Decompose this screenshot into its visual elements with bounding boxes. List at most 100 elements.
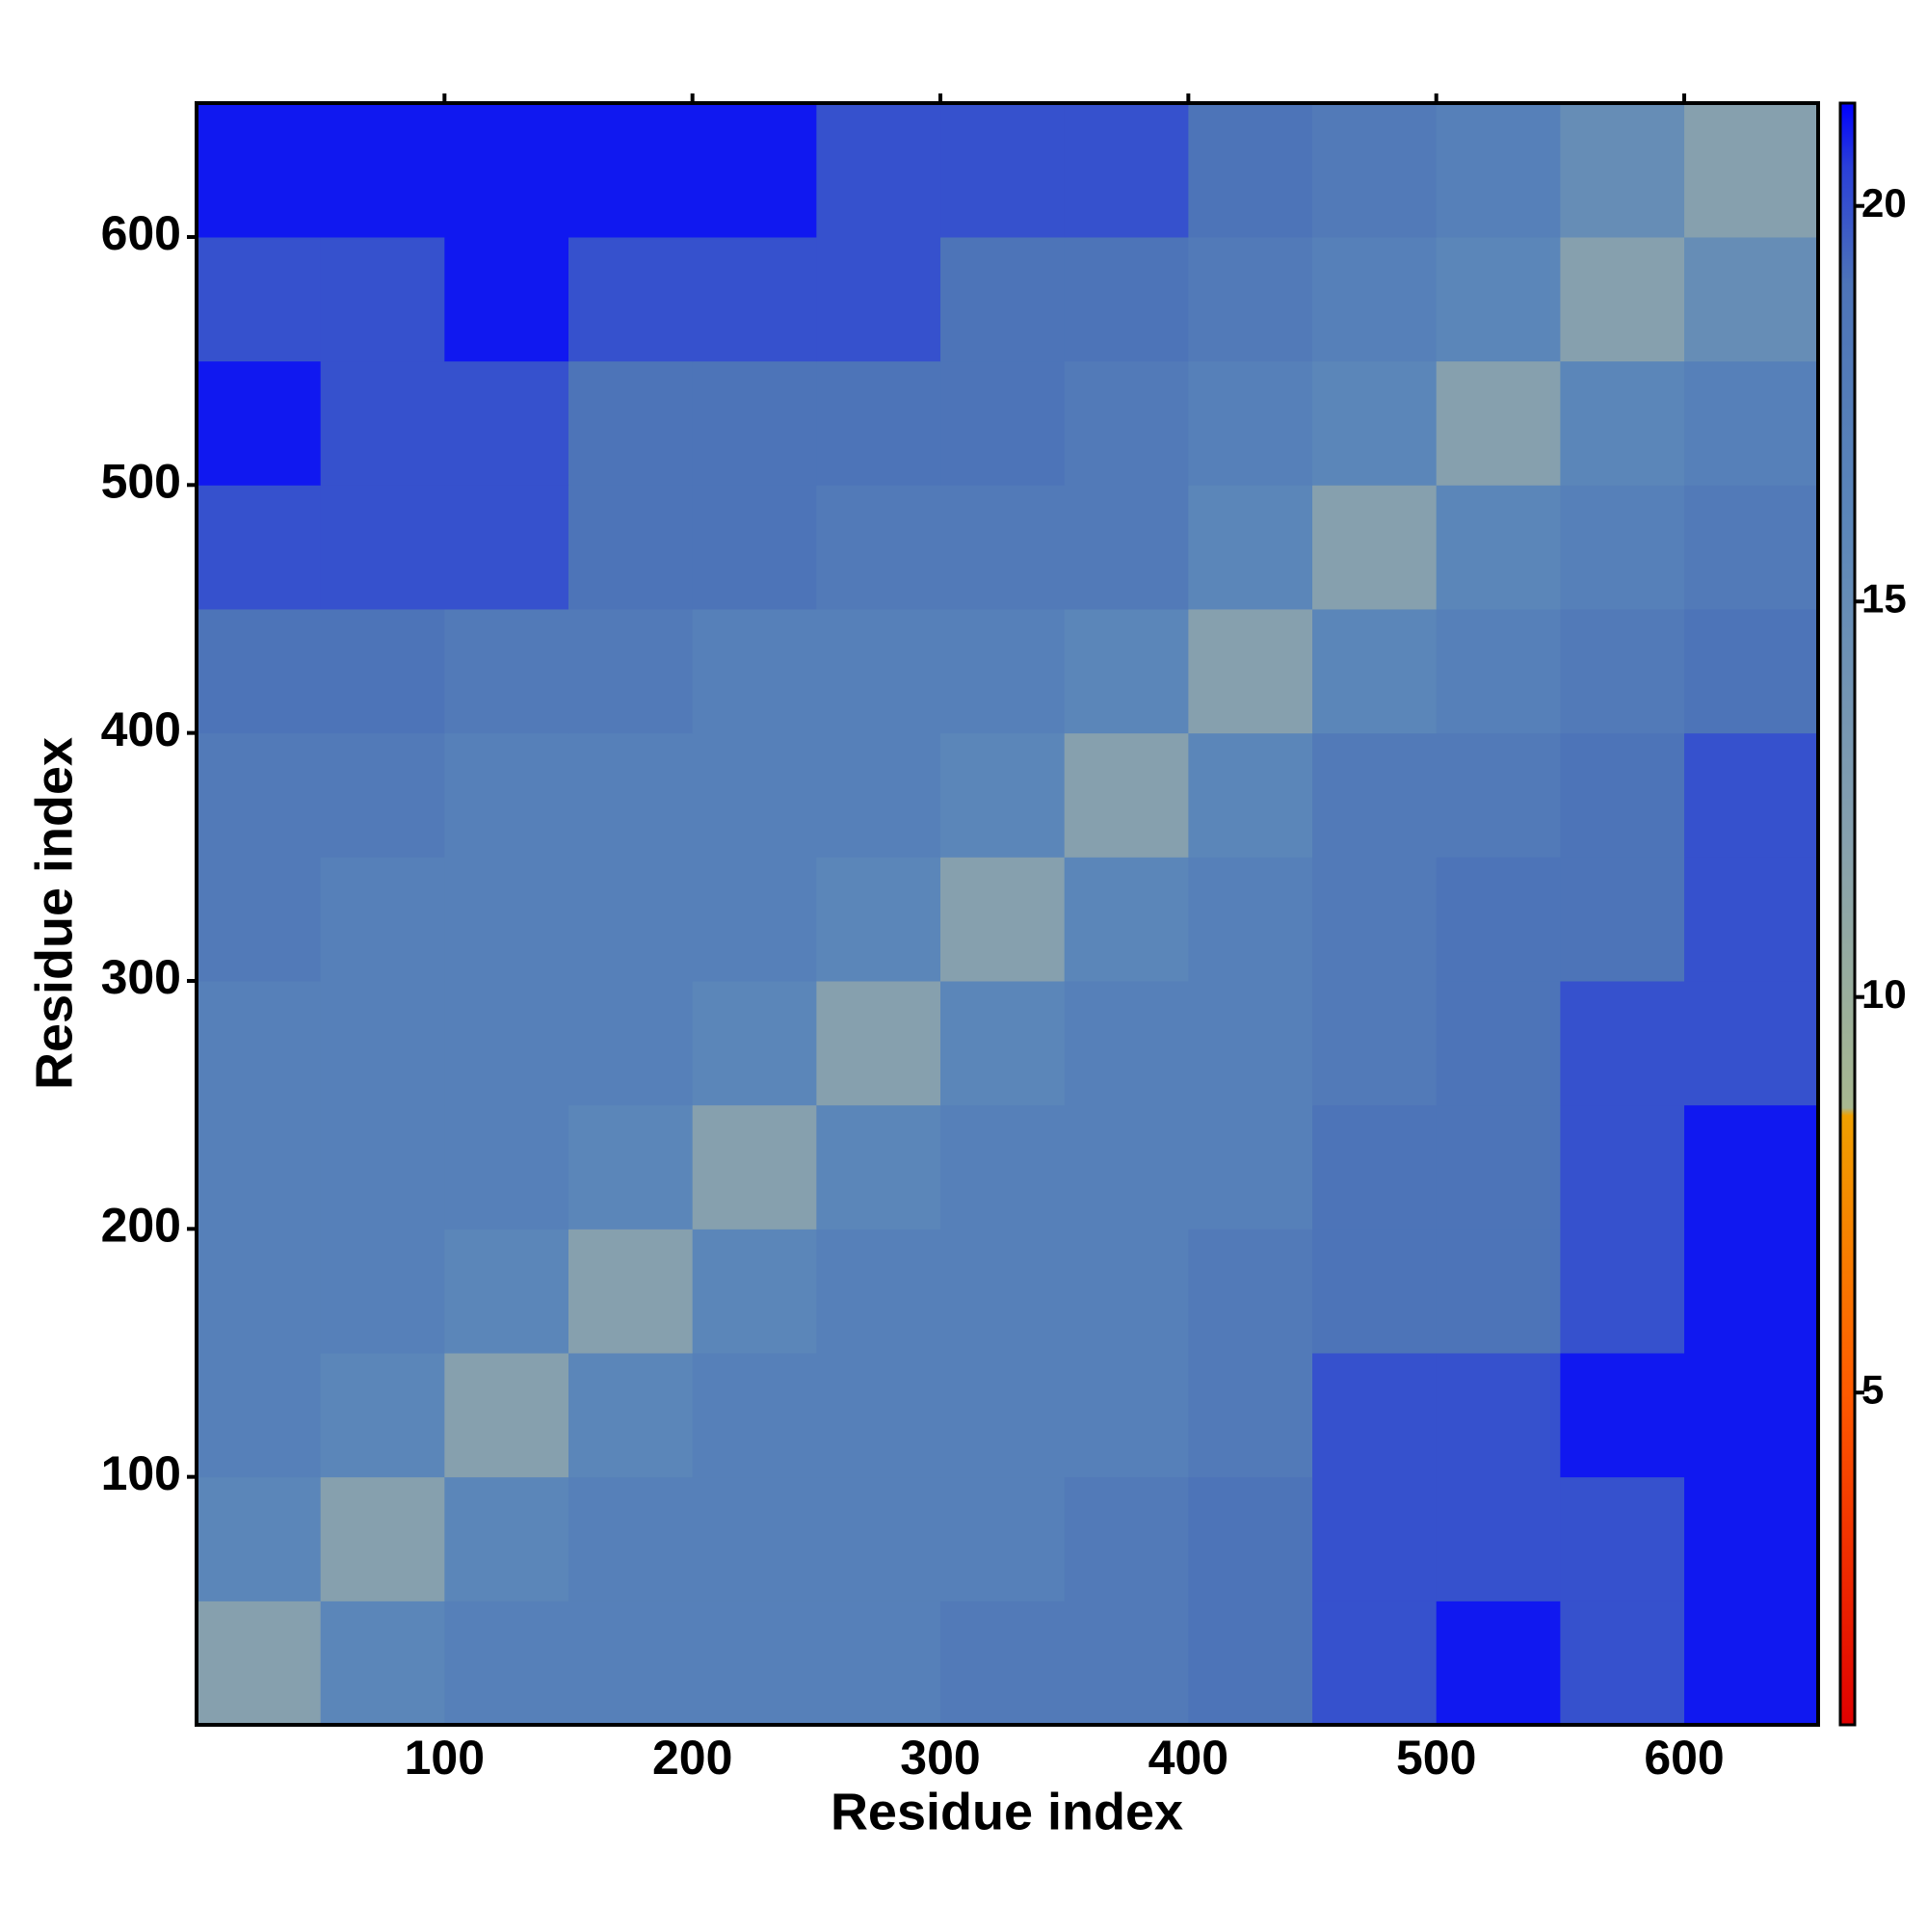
heatmap-cell — [1436, 1229, 1561, 1354]
heatmap-cell — [940, 236, 1066, 362]
heatmap-cell — [1312, 608, 1438, 734]
heatmap-cell — [1064, 485, 1189, 610]
heatmap-cell — [197, 1352, 322, 1478]
heatmap-cell — [1188, 1229, 1313, 1354]
colorbar — [1838, 101, 1857, 1727]
heatmap — [197, 103, 1819, 1726]
heatmap-cell — [692, 236, 817, 362]
heatmap-cell — [1188, 1601, 1313, 1726]
heatmap-cell — [1312, 1104, 1438, 1230]
heatmap-cell — [692, 485, 817, 610]
heatmap-cell — [568, 236, 694, 362]
y-tick-label: 300 — [101, 950, 181, 1004]
heatmap-cell — [692, 1352, 817, 1478]
heatmap-cell — [1560, 485, 1685, 610]
heatmap-cell — [320, 1601, 445, 1726]
heatmap-cell — [1312, 1352, 1438, 1478]
heatmap-cell — [1684, 103, 1819, 238]
heatmap-cell — [1188, 236, 1313, 362]
heatmap-cell — [1560, 980, 1685, 1106]
heatmap-cell — [940, 1601, 1066, 1726]
heatmap-cell — [692, 980, 817, 1106]
heatmap-cell — [1312, 1601, 1438, 1726]
plot-frame — [195, 101, 1820, 1727]
heatmap-cell — [816, 485, 941, 610]
heatmap-cell — [816, 1104, 941, 1230]
heatmap-cell — [568, 857, 694, 982]
heatmap-cell — [197, 1229, 322, 1354]
heatmap-cell — [444, 1601, 569, 1726]
heatmap-cell — [1684, 236, 1819, 362]
x-axis-title: Residue index — [831, 1783, 1183, 1840]
heatmap-cell — [692, 732, 817, 858]
heatmap-cell — [1436, 857, 1561, 982]
heatmap-cell — [568, 608, 694, 734]
heatmap-cell — [444, 360, 569, 486]
x-tick-label: 600 — [1644, 1731, 1724, 1785]
heatmap-cell — [1064, 360, 1189, 486]
heatmap-cell — [568, 732, 694, 858]
heatmap-cell — [1684, 608, 1819, 734]
heatmap-cell — [692, 1601, 817, 1726]
heatmap-cell — [940, 1352, 1066, 1478]
heatmap-cell — [816, 1601, 941, 1726]
heatmap-cell — [940, 103, 1066, 238]
heatmap-cell — [1560, 1352, 1685, 1478]
heatmap-cell — [1312, 732, 1438, 858]
heatmap-cell — [197, 1476, 322, 1601]
heatmap-cell — [197, 485, 322, 610]
heatmap-cell — [1312, 485, 1438, 610]
heatmap-cell — [1188, 485, 1313, 610]
heatmap-cell — [940, 1476, 1066, 1601]
heatmap-cell — [692, 857, 817, 982]
heatmap-cell — [1436, 980, 1561, 1106]
heatmap-cell — [1684, 980, 1819, 1106]
heatmap-cell — [816, 103, 941, 238]
heatmap-cell — [1560, 1229, 1685, 1354]
heatmap-cell — [444, 857, 569, 982]
heatmap-cell — [1560, 1601, 1685, 1726]
heatmap-cell — [816, 732, 941, 858]
heatmap-cell — [1436, 236, 1561, 362]
heatmap-cell — [568, 103, 694, 238]
heatmap-cell — [197, 1104, 322, 1230]
heatmap-cell — [1560, 236, 1685, 362]
y-tick-label: 200 — [101, 1199, 181, 1253]
heatmap-cell — [568, 1229, 694, 1354]
heatmap-cell — [816, 236, 941, 362]
heatmap-cell — [444, 732, 569, 858]
heatmap-cell — [568, 1352, 694, 1478]
heatmap-cell — [1064, 1476, 1189, 1601]
y-tick-label: 400 — [101, 702, 181, 756]
heatmap-cell — [940, 360, 1066, 486]
heatmap-cell — [1312, 236, 1438, 362]
heatmap-cell — [940, 485, 1066, 610]
heatmap-cell — [568, 485, 694, 610]
heatmap-cell — [1436, 485, 1561, 610]
heatmap-cell — [197, 360, 322, 486]
heatmap-cell — [1560, 732, 1685, 858]
heatmap-cell — [444, 485, 569, 610]
heatmap-cell — [692, 103, 817, 238]
heatmap-cell — [1436, 732, 1561, 858]
heatmap-cell — [1064, 1352, 1189, 1478]
colorbar-tick-label: 10 — [1861, 971, 1907, 1017]
heatmap-cell — [1684, 1352, 1819, 1478]
heatmap-cell — [692, 360, 817, 486]
heatmap-cell — [1436, 360, 1561, 486]
heatmap-cell — [197, 732, 322, 858]
heatmap-cell — [1188, 608, 1313, 734]
heatmap-cell — [1312, 1476, 1438, 1601]
heatmap-cell — [816, 1476, 941, 1601]
heatmap-cell — [1312, 1229, 1438, 1354]
heatmap-cell — [1436, 1352, 1561, 1478]
x-tick-label: 500 — [1396, 1731, 1476, 1785]
heatmap-cell — [1684, 485, 1819, 610]
heatmap-cell — [1684, 1104, 1819, 1230]
heatmap-cell — [1064, 103, 1189, 238]
heatmap-cell — [1188, 360, 1313, 486]
heatmap-cell — [444, 1229, 569, 1354]
heatmap-cell — [320, 732, 445, 858]
heatmap-cell — [1684, 857, 1819, 982]
heatmap-cell — [320, 236, 445, 362]
